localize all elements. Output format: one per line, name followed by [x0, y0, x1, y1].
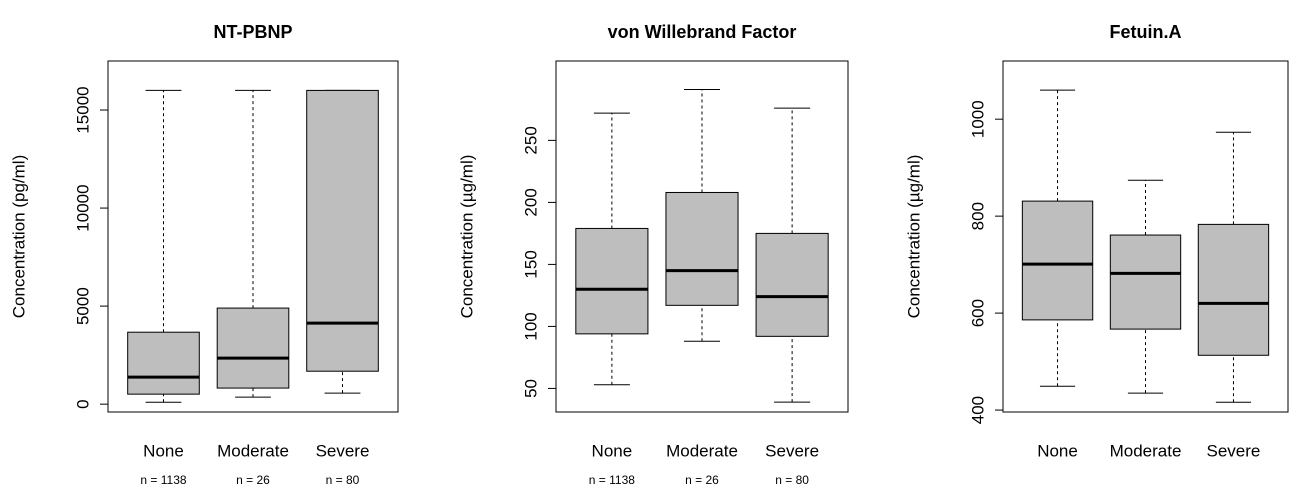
box — [1109, 234, 1182, 330]
n-label: n = 26 — [685, 473, 719, 487]
y-tick-label: 200 — [521, 188, 540, 216]
plot-frame — [1002, 60, 1289, 413]
box — [127, 331, 200, 395]
y-tick-label: 600 — [968, 299, 987, 327]
box — [1197, 223, 1270, 356]
x-tick-label: Moderate — [217, 441, 289, 460]
x-tick-label: None — [143, 441, 184, 460]
box — [1021, 200, 1094, 321]
box — [755, 232, 829, 337]
plot-frame — [107, 60, 399, 413]
y-axis-label: Concentration (pg/ml) — [9, 155, 28, 318]
box — [575, 227, 649, 335]
chart-title: Fetuin.A — [1110, 22, 1182, 42]
y-axis-label: Concentration (µg/ml) — [904, 155, 923, 319]
x-tick-label: Severe — [316, 441, 370, 460]
y-tick-label: 15000 — [73, 86, 92, 133]
n-label: n = 1138 — [140, 473, 186, 487]
y-tick-label: 10000 — [73, 184, 92, 231]
y-tick-label: 800 — [968, 202, 987, 230]
y-tick-label: 250 — [521, 126, 540, 154]
plot-frame — [555, 60, 849, 413]
chart-title: NT-PBNP — [213, 22, 292, 42]
y-tick-label: 400 — [968, 396, 987, 424]
box — [216, 307, 290, 389]
x-tick-label: None — [592, 441, 633, 460]
y-tick-label: 150 — [521, 250, 540, 278]
y-tick-label: 1000 — [968, 100, 987, 138]
n-label: n = 1138 — [589, 473, 635, 487]
x-tick-label: None — [1037, 441, 1078, 460]
chart-title: von Willebrand Factor — [608, 22, 797, 42]
n-label: n = 26 — [236, 473, 270, 487]
n-label: n = 80 — [326, 473, 360, 487]
n-label: n = 80 — [775, 473, 809, 487]
y-tick-label: 0 — [73, 399, 92, 408]
x-tick-label: Severe — [1207, 441, 1261, 460]
box — [306, 89, 379, 372]
y-tick-label: 50 — [521, 379, 540, 398]
y-tick-label: 100 — [521, 312, 540, 340]
x-tick-label: Moderate — [666, 441, 738, 460]
x-tick-label: Moderate — [1110, 441, 1182, 460]
y-axis-label: Concentration (µg/ml) — [457, 155, 476, 319]
box — [665, 191, 739, 306]
x-tick-label: Severe — [765, 441, 819, 460]
y-tick-label: 5000 — [73, 287, 92, 325]
